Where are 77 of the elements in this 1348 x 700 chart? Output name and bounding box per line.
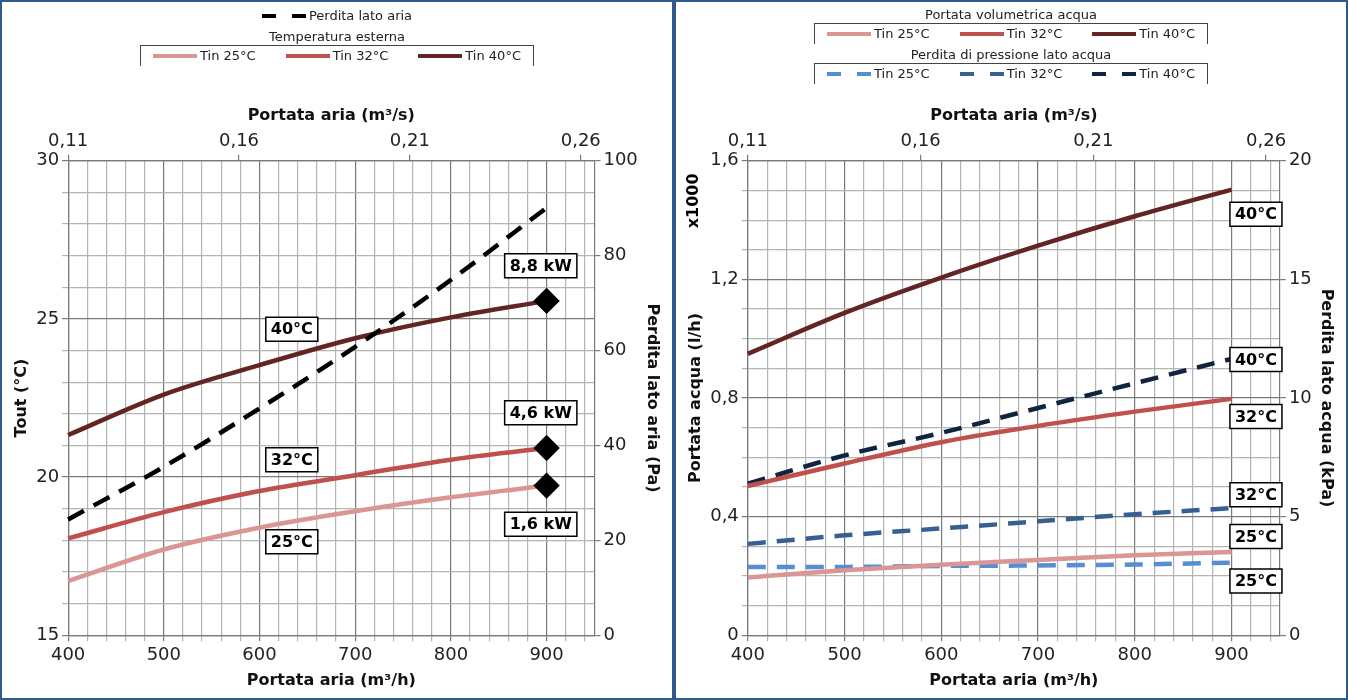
annotation: 25°C [270, 531, 313, 551]
x2-tick-label: 0,11 [727, 128, 768, 150]
x2-tick-label: 0,26 [560, 128, 601, 150]
y2-tick-label: 80 [603, 243, 627, 265]
x2-tick-label: 0,11 [48, 128, 89, 150]
annotation: 1,6 kW [509, 514, 573, 534]
x-tick-label: 400 [50, 642, 86, 664]
legend-label: Tin 25°C [874, 26, 930, 41]
x-tick-label: 700 [1020, 642, 1056, 664]
x-tick-label: 700 [338, 642, 373, 664]
y-tick-label: 0 [727, 622, 739, 644]
annotation: 8,8 kW [509, 255, 573, 275]
legend-title: Temperatura esterna [269, 28, 405, 45]
legend-label: Tin 32°C [332, 48, 389, 63]
x-tick-label: 900 [529, 642, 564, 664]
y2-tick-label: 10 [1288, 385, 1312, 407]
y2-tick-label: 100 [603, 148, 638, 170]
annotation: 40°C [270, 319, 313, 339]
legend-label: Tin 40°C [465, 48, 521, 63]
annotation: 25°C [1234, 526, 1277, 546]
legend-title: Portata volumetrica acqua [925, 6, 1097, 23]
x2-tick-label: 0,16 [900, 128, 941, 150]
y-tick-label: 0,4 [710, 504, 739, 526]
legend-label: Tin 25°C [874, 66, 930, 81]
x2-axis-title: Portata aria (m³/s) [930, 104, 1098, 124]
x2-tick-label: 0,16 [218, 128, 260, 150]
y-tick-label: 25 [36, 306, 60, 328]
y2-tick-label: 15 [1288, 267, 1312, 289]
annotation: 4,6 kW [509, 402, 573, 422]
y-tick-label: 0,8 [710, 385, 739, 407]
x-axis-title: Portata aria (m³/h) [246, 669, 416, 689]
y2-tick-label: 40 [603, 433, 627, 455]
x-tick-label: 500 [827, 642, 862, 664]
x2-tick-label: 0,21 [389, 128, 430, 150]
x-tick-label: 800 [433, 642, 469, 664]
legend-label: Tin 32°C [1006, 26, 1063, 41]
x-tick-label: 800 [1117, 642, 1152, 664]
x2-tick-label: 0,21 [1073, 128, 1114, 150]
annotation: 40°C [1234, 204, 1277, 224]
x-tick-label: 900 [1214, 642, 1249, 664]
y-tick-label: 30 [36, 148, 60, 170]
annotation: 40°C [1234, 349, 1277, 369]
line-series [745, 549, 1234, 580]
x-axis-title: Portata aria (m³/h) [929, 669, 1099, 689]
y2-tick-label: 20 [1288, 148, 1312, 170]
annotation: 32°C [270, 449, 313, 469]
y2-axis-title: Perdita lato acqua (kPa) [1318, 288, 1338, 508]
x-tick-label: 400 [730, 642, 766, 664]
legend-label: Tin 40°C [1139, 26, 1195, 41]
text: Perdita di pressione lato acqua [910, 46, 1112, 63]
y-axis-title: Portata acqua (l/h) [684, 313, 704, 483]
line-series [745, 187, 1234, 357]
x-tick-label: 600 [242, 642, 277, 664]
y2-tick-label: 60 [603, 338, 627, 360]
annotation: 25°C [1234, 571, 1277, 591]
y2-tick-label: 20 [603, 527, 627, 549]
legend-label: Tin 40°C [1139, 66, 1195, 81]
y2-tick-label: 0 [603, 622, 615, 644]
y-tick-label: 1,2 [710, 267, 739, 289]
text: x1000 [683, 173, 703, 229]
y-axis-title: Tout (°C) [10, 358, 30, 438]
y2-tick-label: 0 [1288, 622, 1301, 644]
legend-label: Tin 25°C [200, 48, 256, 63]
legend-label: Tin 32°C [1006, 66, 1063, 81]
annotation: 32°C [1234, 406, 1277, 426]
y-tick-label: 15 [36, 622, 60, 644]
line-series [745, 396, 1234, 489]
y-tick-label: 1,6 [710, 148, 739, 170]
x-tick-label: 600 [924, 642, 959, 664]
x-tick-label: 500 [146, 642, 181, 664]
legend-label: Perdita lato aria [308, 8, 413, 23]
y2-axis-title: Perdita lato aria (Pa) [644, 303, 664, 493]
annotation: 32°C [1234, 484, 1277, 504]
x2-axis-title: Portata aria (m³/s) [247, 104, 415, 124]
y-tick-label: 20 [36, 464, 60, 486]
x2-tick-label: 0,26 [1246, 128, 1287, 150]
y2-tick-label: 5 [1288, 504, 1301, 526]
